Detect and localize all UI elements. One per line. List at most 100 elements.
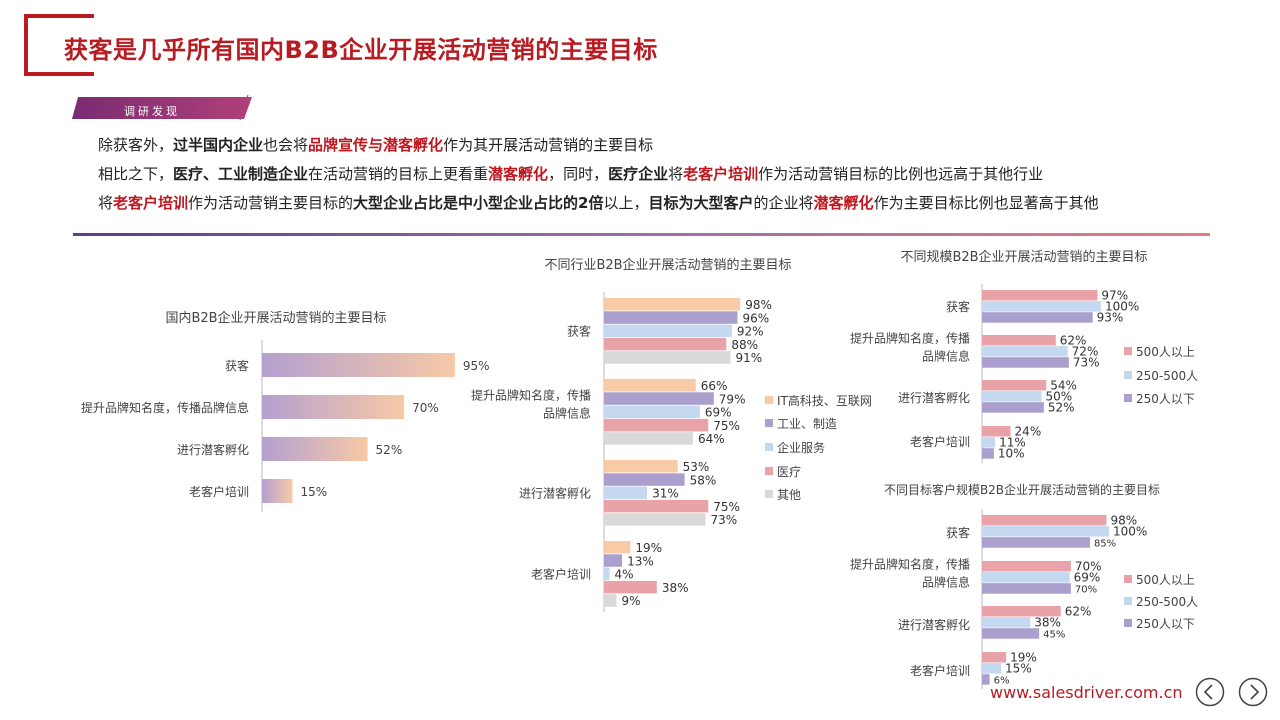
chart4-title: 不同目标客户规模B2B企业开展活动营销的主要目标	[884, 482, 1160, 497]
chart2-value-label: 53%	[683, 460, 710, 474]
finding-segment: 在活动营销的目标上更看重	[308, 165, 489, 183]
chart4-value-label: 69%	[1074, 571, 1101, 585]
chart1-value-label: 52%	[376, 443, 403, 457]
chart3-bar	[982, 391, 1042, 402]
category-label: 进行潜客孵化	[519, 485, 591, 500]
chart2-legend-label: 医疗	[777, 465, 801, 479]
findings-tag-ribbon	[72, 95, 252, 121]
chart3-bar	[982, 426, 1011, 437]
chart2-value-label: 66%	[701, 379, 728, 393]
prev-page-icon[interactable]	[1195, 677, 1225, 707]
chart4-value-label: 19%	[1010, 651, 1037, 665]
chart2-bar	[604, 554, 623, 567]
chart3-legend-label: 250-500人	[1136, 369, 1198, 383]
chart2-bar	[604, 594, 617, 607]
chart3-legend-label: 250人以下	[1136, 392, 1195, 406]
chart2-value-label: 13%	[627, 554, 654, 568]
chart3-bar	[982, 402, 1044, 413]
chart1-bar	[262, 353, 455, 377]
finding-segment: 作为主要目标比例也显著高于其他	[873, 194, 1099, 212]
finding-segment: 潜客孵化	[813, 194, 874, 212]
finding-segment: 老客户培训	[683, 165, 759, 183]
chart4-bar	[982, 628, 1040, 639]
chart2-value-label: 75%	[713, 419, 740, 433]
next-page-icon[interactable]	[1238, 677, 1268, 707]
chart2-value-label: 58%	[690, 473, 717, 487]
chart4-value-label: 6%	[994, 676, 1010, 687]
chart2-value-label: 73%	[710, 513, 737, 527]
chart3-bar	[982, 437, 996, 448]
chart4-bar	[982, 561, 1071, 572]
chart3-legend-swatch	[1124, 394, 1132, 402]
chart2-legend-swatch	[765, 443, 773, 451]
chart1-bar	[262, 395, 405, 419]
page-title: 获客是几乎所有国内B2B企业开展活动营销的主要目标	[64, 36, 658, 64]
chart2-bar	[604, 580, 657, 594]
chart4-legend-label: 250-500人	[1136, 595, 1198, 609]
chart2-bar	[604, 486, 648, 500]
chart3-bar	[982, 312, 1093, 323]
chart4-value-label: 70%	[1075, 560, 1102, 574]
chart4-legend-label: 500人以上	[1136, 573, 1195, 587]
chart4-value-label: 15%	[1005, 662, 1032, 676]
chart3-value-label: 24%	[1015, 425, 1042, 439]
category-label: 获客	[225, 358, 249, 373]
category-label: 老客户培训	[189, 484, 249, 499]
finding-segment: 目标为大型客户	[648, 194, 754, 212]
chart2-value-label: 92%	[737, 325, 764, 339]
chart2-legend-swatch	[765, 396, 773, 404]
chart4-value-label: 70%	[1075, 585, 1097, 596]
title-bracket-gap	[60, 18, 100, 72]
finding-segment: 的企业将	[753, 194, 814, 212]
category-label: 老客户培训	[531, 566, 591, 581]
chart4-bar	[982, 663, 1002, 674]
chart3-value-label: 100%	[1105, 300, 1139, 314]
chart3-value-label: 73%	[1073, 356, 1100, 370]
chart3-legend-swatch	[1124, 347, 1132, 355]
finding-segment: 医疗、工业制造企业	[173, 165, 309, 183]
title-bracket	[24, 14, 94, 76]
chart2-value-label: 79%	[719, 392, 746, 406]
chart4-bar	[982, 674, 990, 685]
finding-segment: 以上，	[603, 194, 649, 212]
chart2-value-label: 38%	[662, 581, 689, 595]
chart2-bar	[604, 432, 693, 445]
chart4-bar	[982, 537, 1090, 548]
finding-segment: 将	[668, 165, 684, 183]
chart3-value-label: 11%	[999, 436, 1026, 450]
chart2-bar	[604, 351, 731, 364]
chart2-value-label: 19%	[635, 541, 662, 555]
chart3-bar	[982, 380, 1047, 391]
category-label: 进行潜客孵化	[898, 390, 970, 405]
chart2-bar	[604, 392, 714, 405]
category-label: 老客户培训	[910, 663, 970, 678]
finding-segment: 医疗企业	[608, 165, 669, 183]
chart4-bar	[982, 583, 1071, 594]
chart2-bar	[604, 541, 631, 554]
chart3-value-label: 72%	[1072, 345, 1099, 359]
chart2-title: 不同行业B2B企业开展活动营销的主要目标	[544, 257, 791, 273]
category-label: 提升品牌知名度，传播品牌信息	[81, 400, 249, 415]
chart2-value-label: 96%	[742, 311, 769, 325]
chart4-legend-swatch	[1124, 597, 1132, 605]
chart3-value-label: 93%	[1097, 311, 1124, 325]
chart2-value-label: 31%	[652, 487, 679, 501]
footer-url[interactable]: www.salesdriver.com.cn	[990, 683, 1183, 702]
finding-segment: 潜客孵化	[488, 165, 549, 183]
category-label: 提升品牌知名度，传播品牌信息	[850, 331, 970, 364]
chart3-bar	[982, 301, 1101, 312]
finding-segment: 品牌宣传与潜客孵化	[308, 136, 444, 154]
chart2-legend-label: 企业服务	[777, 440, 825, 455]
category-label: 进行潜客孵化	[898, 617, 970, 632]
chart4-bar	[982, 617, 1031, 628]
chart2-value-label: 4%	[615, 568, 634, 582]
chart3-title: 不同规模B2B企业开展活动营销的主要目标	[900, 249, 1147, 265]
chart2-bar	[604, 460, 678, 473]
findings-tag-label: 调研发现	[124, 105, 180, 118]
chart4-bar	[982, 572, 1070, 583]
chart2-bar	[604, 405, 700, 419]
chart3-value-label: 10%	[998, 447, 1025, 461]
chart2-legend-swatch	[765, 490, 773, 498]
chart4-value-label: 98%	[1110, 514, 1137, 528]
